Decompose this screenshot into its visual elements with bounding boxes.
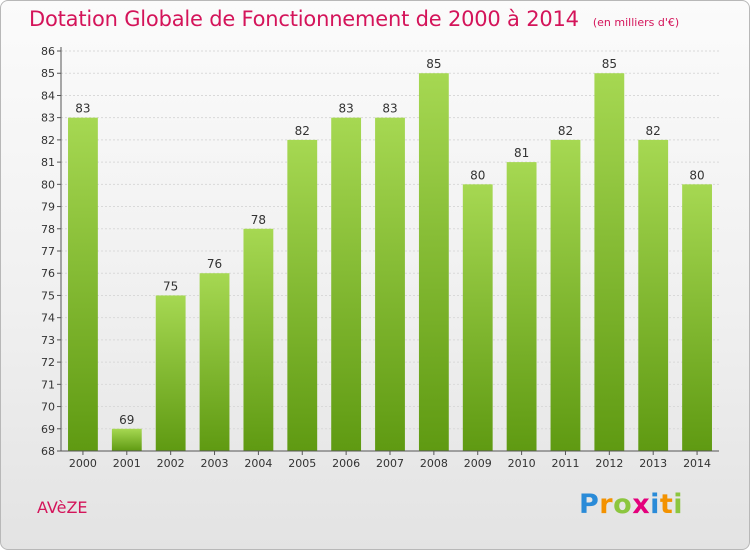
bar-2011 bbox=[550, 139, 581, 451]
x-tick-label: 2006 bbox=[332, 457, 360, 470]
logo-letter: t bbox=[659, 489, 674, 520]
x-tick-label: 2014 bbox=[683, 457, 711, 470]
x-tick-label: 2012 bbox=[595, 457, 623, 470]
data-label-2002: 75 bbox=[163, 279, 178, 293]
logo-letter: i bbox=[673, 489, 684, 520]
y-tick-label: 85 bbox=[41, 67, 55, 80]
logo-letter: P bbox=[579, 489, 600, 520]
data-label-2001: 69 bbox=[119, 413, 134, 427]
y-tick-label: 79 bbox=[41, 201, 55, 214]
logo-letter: x bbox=[632, 489, 651, 520]
bar-2009 bbox=[462, 184, 493, 452]
y-tick-label: 69 bbox=[41, 423, 55, 436]
y-tick-label: 84 bbox=[41, 89, 55, 102]
bar-2005 bbox=[287, 139, 318, 451]
data-label-2011: 82 bbox=[558, 124, 573, 138]
y-tick-label: 83 bbox=[41, 112, 55, 125]
y-tick-label: 78 bbox=[41, 223, 55, 236]
logo-letter: i bbox=[650, 489, 660, 520]
data-label-2013: 82 bbox=[646, 124, 661, 138]
data-label-2010: 81 bbox=[514, 146, 529, 160]
data-label-2006: 83 bbox=[338, 102, 353, 116]
bar-2001 bbox=[111, 428, 142, 451]
logo-letter: r bbox=[599, 489, 614, 520]
bar-2012 bbox=[594, 73, 625, 451]
x-axis-ticks: 2000 2001 2002 2003 2004 2005 2006 2007 2008 2009… bbox=[69, 451, 711, 470]
chart-subtitle: (en milliers d'€) bbox=[592, 16, 680, 29]
y-tick-label: 80 bbox=[41, 178, 55, 191]
title-row: Dotation Globale de Fonctionnement de 20… bbox=[29, 7, 679, 31]
x-tick-label: 2007 bbox=[376, 457, 404, 470]
x-tick-label: 2013 bbox=[639, 457, 667, 470]
y-tick-label: 68 bbox=[41, 445, 55, 458]
data-label-2014: 80 bbox=[689, 168, 704, 182]
y-tick-label: 81 bbox=[41, 156, 55, 169]
x-tick-label: 2011 bbox=[551, 457, 579, 470]
x-tick-label: 2001 bbox=[113, 457, 141, 470]
y-tick-label: 73 bbox=[41, 334, 55, 347]
bars bbox=[68, 73, 712, 452]
y-tick-label: 76 bbox=[41, 267, 55, 280]
bar-2002 bbox=[155, 295, 186, 451]
x-tick-label: 2009 bbox=[464, 457, 492, 470]
bar-2006 bbox=[331, 117, 362, 452]
data-labels: 83 69 75 76 78 82 83 83 85 80 81 82 85 82 80 bbox=[75, 57, 704, 427]
x-tick-label: 2004 bbox=[244, 457, 272, 470]
data-label-2003: 76 bbox=[207, 257, 222, 271]
x-tick-label: 2003 bbox=[201, 457, 229, 470]
y-tick-label: 82 bbox=[41, 134, 55, 147]
x-tick-label: 2005 bbox=[288, 457, 316, 470]
chart-title: Dotation Globale de Fonctionnement de 20… bbox=[29, 7, 579, 31]
bar-2004 bbox=[243, 228, 274, 451]
bar-2014 bbox=[682, 184, 712, 452]
data-label-2005: 82 bbox=[295, 124, 310, 138]
data-label-2009: 80 bbox=[470, 168, 485, 182]
y-axis-ticks: 68 69 70 71 72 73 74 75 76 77 78 79 80 81 82 83 84 85 86 bbox=[41, 45, 61, 458]
bar-2010 bbox=[506, 162, 537, 451]
logo-letter: o bbox=[613, 489, 633, 520]
x-tick-label: 2002 bbox=[157, 457, 185, 470]
data-label-2000: 83 bbox=[75, 102, 90, 116]
bar-2013 bbox=[638, 139, 669, 451]
data-label-2008: 85 bbox=[426, 57, 441, 71]
x-tick-label: 2008 bbox=[420, 457, 448, 470]
x-tick-label: 2000 bbox=[69, 457, 97, 470]
y-tick-label: 77 bbox=[41, 245, 55, 258]
data-label-2012: 85 bbox=[602, 57, 617, 71]
bar-2000 bbox=[68, 117, 98, 452]
axes bbox=[60, 47, 719, 452]
y-tick-label: 86 bbox=[41, 45, 55, 58]
y-tick-label: 72 bbox=[41, 356, 55, 369]
y-tick-label: 75 bbox=[41, 289, 55, 302]
bar-2007 bbox=[375, 117, 405, 452]
data-label-2007: 83 bbox=[382, 102, 397, 116]
data-label-2004: 78 bbox=[251, 213, 266, 227]
y-tick-label: 71 bbox=[41, 378, 55, 391]
bar-2003 bbox=[199, 273, 230, 451]
bar-2008 bbox=[418, 73, 449, 451]
y-tick-label: 70 bbox=[41, 401, 55, 414]
commune-name: AVèZE bbox=[37, 498, 88, 517]
proxiti-logo: Proxiti bbox=[579, 489, 683, 520]
x-tick-label: 2010 bbox=[508, 457, 536, 470]
y-tick-label: 74 bbox=[41, 312, 55, 325]
